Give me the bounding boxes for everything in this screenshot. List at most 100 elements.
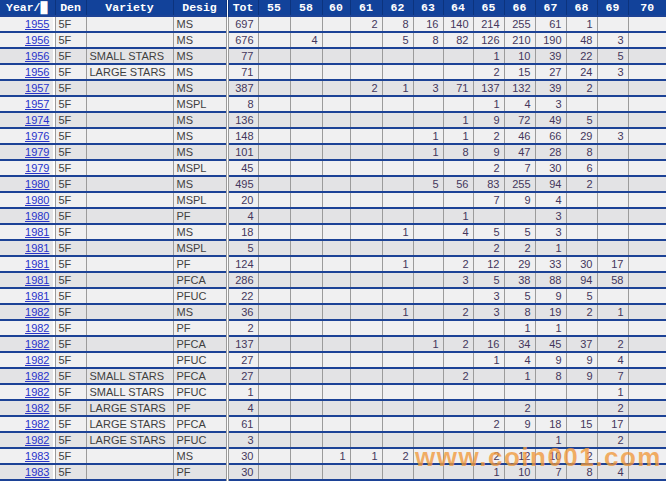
table-row: 19805FMSPL20794 xyxy=(0,192,666,208)
grade-cell xyxy=(290,96,322,112)
year-link[interactable]: 1980 xyxy=(0,176,55,192)
grade-cell xyxy=(382,400,413,416)
grade-cell: 1 xyxy=(413,128,443,144)
grade-cell xyxy=(504,432,535,448)
desig-cell: MS xyxy=(173,16,227,32)
column-header: 66 xyxy=(504,0,535,16)
grade-cell xyxy=(258,160,290,176)
grade-cell: 2 xyxy=(473,160,504,176)
grade-cell xyxy=(413,240,443,256)
grade-cell: 8 xyxy=(566,144,597,160)
year-link[interactable]: 1980 xyxy=(0,208,55,224)
grade-cell: 27 xyxy=(535,64,566,80)
year-link[interactable]: 1956 xyxy=(0,64,55,80)
tot-cell: 45 xyxy=(227,160,258,176)
year-link[interactable]: 1982 xyxy=(0,368,55,384)
year-link[interactable]: 1979 xyxy=(0,144,55,160)
year-link[interactable]: 1974 xyxy=(0,112,55,128)
year-link[interactable]: 1981 xyxy=(0,240,55,256)
year-link[interactable]: 1981 xyxy=(0,224,55,240)
grade-cell xyxy=(628,352,666,368)
variety-cell xyxy=(86,112,173,128)
grade-cell xyxy=(322,112,350,128)
grade-cell xyxy=(290,432,322,448)
grade-cell xyxy=(258,448,290,464)
year-link[interactable]: 1982 xyxy=(0,320,55,336)
grade-cell xyxy=(443,288,473,304)
den-cell: 5F xyxy=(55,432,86,448)
variety-cell xyxy=(86,464,173,480)
year-link[interactable]: 1979 xyxy=(0,160,55,176)
column-header: 70 xyxy=(628,0,666,16)
grade-cell xyxy=(473,384,504,400)
variety-cell xyxy=(86,16,173,32)
grade-cell xyxy=(258,64,290,80)
year-link[interactable]: 1982 xyxy=(0,384,55,400)
tot-cell: 22 xyxy=(227,288,258,304)
year-link[interactable]: 1982 xyxy=(0,416,55,432)
year-link[interactable]: 1982 xyxy=(0,336,55,352)
desig-cell: PF xyxy=(173,464,227,480)
grade-cell xyxy=(382,128,413,144)
year-link[interactable]: 1957 xyxy=(0,96,55,112)
column-header: 68 xyxy=(566,0,597,16)
grade-cell xyxy=(628,256,666,272)
year-link[interactable]: 1980 xyxy=(0,192,55,208)
population-table: Year/█DenVarietyDesigTot5558606162636465… xyxy=(0,0,666,481)
tot-cell: 4 xyxy=(227,400,258,416)
table-row: 19825FLARGE STARSPF422 xyxy=(0,400,666,416)
grade-cell xyxy=(597,192,628,208)
variety-cell xyxy=(86,320,173,336)
year-link[interactable]: 1983 xyxy=(0,464,55,480)
year-link[interactable]: 1982 xyxy=(0,352,55,368)
year-link[interactable]: 1981 xyxy=(0,272,55,288)
grade-cell: 18 xyxy=(535,416,566,432)
grade-cell xyxy=(350,416,382,432)
table-row: 19815FMS1814553 xyxy=(0,224,666,240)
year-link[interactable]: 1982 xyxy=(0,400,55,416)
grade-cell xyxy=(350,240,382,256)
year-link[interactable]: 1955 xyxy=(0,16,55,32)
grade-cell xyxy=(258,336,290,352)
year-link[interactable]: 1981 xyxy=(0,256,55,272)
year-link[interactable]: 1982 xyxy=(0,304,55,320)
grade-cell xyxy=(258,288,290,304)
year-link[interactable]: 1956 xyxy=(0,48,55,64)
grade-cell: 88 xyxy=(535,272,566,288)
grade-cell: 82 xyxy=(443,32,473,48)
year-link[interactable]: 1981 xyxy=(0,288,55,304)
grade-cell xyxy=(258,96,290,112)
grade-cell xyxy=(413,112,443,128)
grade-cell: 5 xyxy=(382,32,413,48)
variety-cell xyxy=(86,32,173,48)
table-row: 19825FLARGE STARSPFCA6129181517 xyxy=(0,416,666,432)
grade-cell xyxy=(628,96,666,112)
tot-cell: 136 xyxy=(227,112,258,128)
grade-cell: 3 xyxy=(443,272,473,288)
year-link[interactable]: 1983 xyxy=(0,448,55,464)
grade-cell xyxy=(628,128,666,144)
grade-cell xyxy=(413,400,443,416)
tot-cell: 18 xyxy=(227,224,258,240)
grade-cell xyxy=(350,144,382,160)
year-link[interactable]: 1976 xyxy=(0,128,55,144)
year-link[interactable]: 1957 xyxy=(0,80,55,96)
desig-cell: MS xyxy=(173,32,227,48)
tot-cell: 124 xyxy=(227,256,258,272)
grade-cell xyxy=(322,288,350,304)
grade-cell xyxy=(413,160,443,176)
year-link[interactable]: 1956 xyxy=(0,32,55,48)
grade-cell: 2 xyxy=(473,416,504,432)
table-row: 19835FMS30112212102 xyxy=(0,448,666,464)
grade-cell xyxy=(322,224,350,240)
grade-cell xyxy=(258,128,290,144)
tot-cell: 137 xyxy=(227,336,258,352)
grade-cell xyxy=(443,464,473,480)
desig-cell: PFUC xyxy=(173,352,227,368)
grade-cell xyxy=(628,224,666,240)
grade-cell xyxy=(597,224,628,240)
grade-cell xyxy=(566,400,597,416)
den-cell: 5F xyxy=(55,176,86,192)
desig-cell: MS xyxy=(173,80,227,96)
year-link[interactable]: 1982 xyxy=(0,432,55,448)
